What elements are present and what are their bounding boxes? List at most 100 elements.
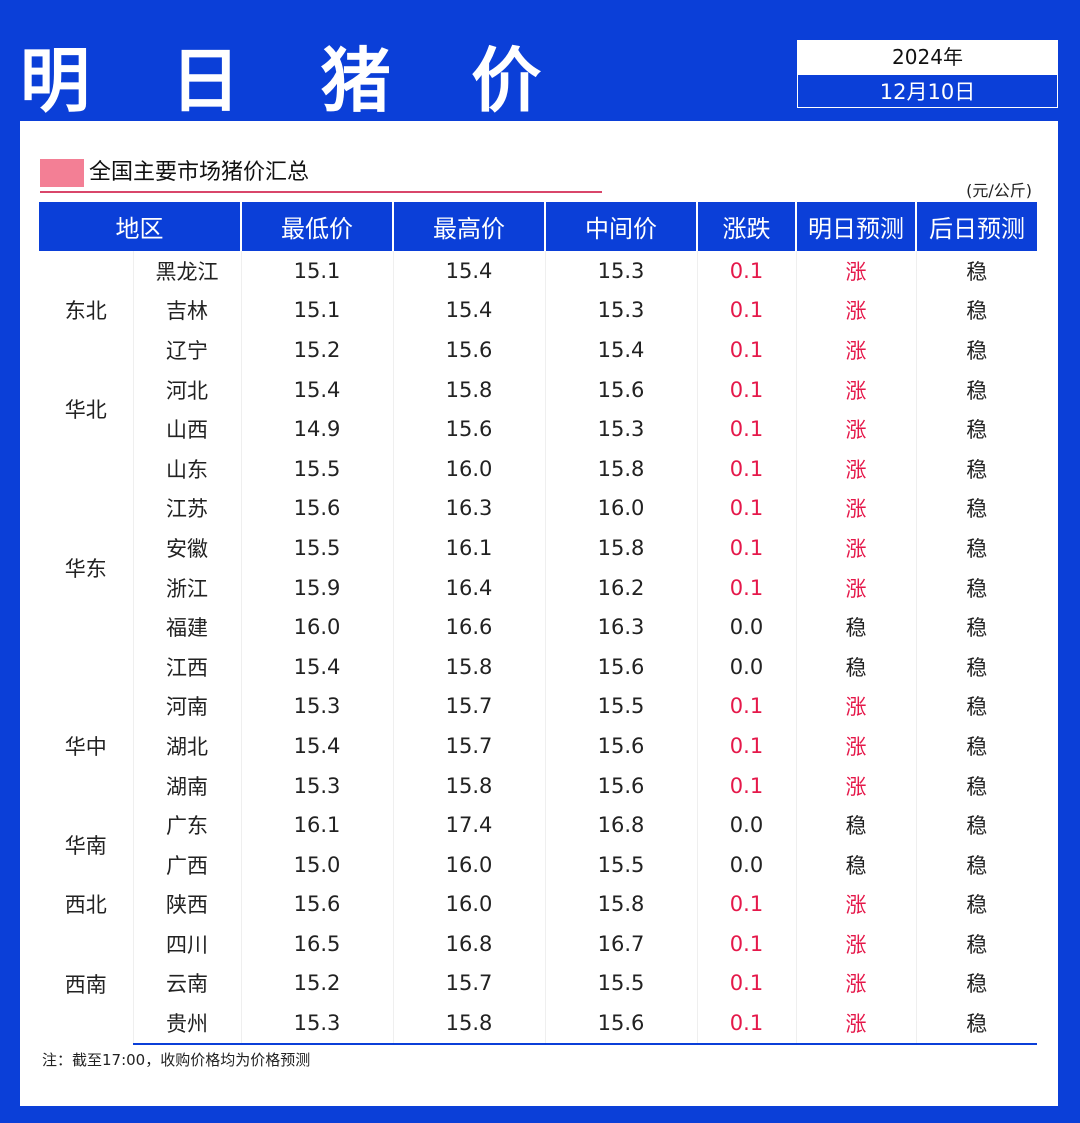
tomorrow-cell: 涨 — [796, 567, 917, 608]
change-cell: 0.1 — [697, 1003, 797, 1045]
low-cell: 15.1 — [241, 290, 394, 331]
after-cell: 稳 — [966, 338, 988, 363]
after-cell: 稳 — [966, 774, 988, 799]
after-cell: 稳 — [966, 378, 988, 403]
tomorrow-cell: 涨 — [796, 686, 917, 727]
after-cell: 稳 — [966, 932, 988, 957]
province-cell: 河南 — [133, 686, 242, 727]
table-row: 福建 16.0 16.6 16.3 0.0 稳稳 — [39, 607, 1037, 647]
tomorrow-cell: 涨 — [796, 251, 917, 291]
change-cell: 0.0 — [697, 805, 797, 845]
table-row: 华中 河南 15.3 15.7 15.5 0.1 涨稳 — [39, 686, 1037, 806]
mid-cell: 15.6 — [545, 1003, 698, 1045]
mid-cell: 15.3 — [545, 290, 698, 331]
region-cell: 西北 — [39, 884, 134, 925]
change-cell: 0.1 — [697, 567, 797, 608]
province-cell: 广东 — [133, 805, 242, 845]
mid-cell: 15.5 — [545, 686, 698, 727]
low-cell: 15.4 — [241, 369, 394, 410]
low-cell: 15.5 — [241, 448, 394, 489]
low-cell: 15.4 — [241, 726, 394, 766]
section-divider — [40, 191, 602, 193]
table-row: 西北 陕西 15.6 16.0 15.8 0.1 涨 稳 — [39, 884, 1037, 925]
high-cell: 15.7 — [393, 726, 546, 766]
tomorrow-cell: 涨 — [796, 1003, 917, 1045]
province-cell: 四川 — [133, 924, 242, 964]
section-title: 全国主要市场猪价汇总 — [89, 160, 310, 185]
table-header-row: 地区 最低价 最高价 中间价 涨跌 明日预测 后日预测 — [39, 202, 1037, 251]
change-cell: 0.1 — [697, 448, 797, 489]
province-cell: 山西 — [133, 409, 242, 449]
high-cell: 16.0 — [393, 844, 546, 885]
change-cell: 0.1 — [697, 369, 797, 410]
tomorrow-cell: 稳 — [796, 646, 917, 687]
low-cell: 15.4 — [241, 646, 394, 687]
mid-cell: 16.0 — [545, 488, 698, 529]
province-cell: 江苏 — [133, 488, 242, 529]
mid-cell: 15.5 — [545, 844, 698, 885]
after-cell: 稳 — [966, 695, 988, 720]
mid-cell: 15.6 — [545, 646, 698, 687]
table-row: 湖南 15.3 15.8 15.6 0.1 涨 稳 — [39, 765, 1037, 806]
column-header-low: 最低价 — [241, 202, 394, 251]
high-cell: 16.0 — [393, 884, 546, 925]
low-cell: 15.9 — [241, 567, 394, 608]
region-cell: 华中 — [39, 686, 134, 806]
tomorrow-cell: 涨 — [796, 726, 917, 766]
after-cell: 稳 — [966, 814, 988, 839]
high-cell: 16.8 — [393, 924, 546, 964]
table-row: 浙江 15.9 16.4 16.2 0.1 涨 稳 — [39, 567, 1037, 608]
low-cell: 14.9 — [241, 409, 394, 449]
change-cell: 0.1 — [697, 251, 797, 291]
table-body: 东北 黑龙江 15.1 15.4 15.3 0.1 涨稳吉林 15.1 15.4 15.3 0.1 涨… — [39, 251, 1037, 1045]
province-cell: 江西 — [133, 646, 242, 687]
high-cell: 15.7 — [393, 963, 546, 1004]
region-cell: 华东 — [39, 448, 134, 687]
low-cell: 15.2 — [241, 963, 394, 1004]
tomorrow-cell: 涨 — [796, 290, 917, 331]
table-row: 东北 黑龙江 15.1 15.4 15.3 0.1 涨稳 — [39, 251, 1037, 370]
unit-label: (元/公斤) — [966, 181, 1032, 200]
province-cell: 吉林 — [133, 290, 242, 331]
province-cell: 黑龙江 — [133, 251, 242, 291]
province-cell: 河北 — [133, 369, 242, 410]
mid-cell: 15.5 — [545, 963, 698, 1004]
mid-cell: 15.8 — [545, 884, 698, 925]
high-cell: 15.8 — [393, 369, 546, 410]
low-cell: 16.0 — [241, 607, 394, 647]
tomorrow-cell: 涨 — [796, 330, 917, 370]
column-header-mid: 中间价 — [545, 202, 698, 251]
tomorrow-cell: 涨 — [796, 409, 917, 449]
change-cell: 0.1 — [697, 726, 797, 766]
tomorrow-cell: 涨 — [796, 884, 917, 925]
after-cell: 稳 — [966, 734, 988, 759]
province-cell: 安徽 — [133, 528, 242, 568]
low-cell: 15.1 — [241, 251, 394, 291]
column-header-tomorrow: 明日预测 — [796, 202, 917, 251]
price-table: 地区 最低价 最高价 中间价 涨跌 明日预测 后日预测 东北 黑龙江 15.1 15.4 15.3 0… — [39, 202, 1037, 1045]
mid-cell: 15.3 — [545, 251, 698, 291]
province-cell: 福建 — [133, 607, 242, 647]
region-cell: 东北 — [39, 251, 134, 370]
tomorrow-cell: 稳 — [796, 607, 917, 647]
table-row: 华北 河北 15.4 15.8 15.6 0.1 涨 稳 — [39, 369, 1037, 449]
column-header-change: 涨跌 — [697, 202, 797, 251]
content-panel: 全国主要市场猪价汇总 (元/公斤) 地区 最低价 最高价 中间价 涨跌 明日预测 后日预测 … — [20, 121, 1058, 1106]
high-cell: 15.4 — [393, 290, 546, 331]
region-cell: 华北 — [39, 369, 134, 449]
column-header-after: 后日预测 — [916, 202, 1037, 251]
province-cell: 山东 — [133, 448, 242, 489]
after-cell: 稳 — [966, 299, 988, 324]
mid-cell: 15.3 — [545, 409, 698, 449]
high-cell: 15.6 — [393, 409, 546, 449]
low-cell: 15.2 — [241, 330, 394, 370]
province-cell: 云南 — [133, 963, 242, 1004]
change-cell: 0.0 — [697, 646, 797, 687]
after-cell: 稳 — [966, 576, 988, 601]
province-cell: 辽宁 — [133, 330, 242, 370]
after-cell: 稳 — [966, 457, 988, 482]
tomorrow-cell: 涨 — [796, 369, 917, 410]
high-cell: 15.8 — [393, 1003, 546, 1045]
province-cell: 湖北 — [133, 726, 242, 766]
province-cell: 浙江 — [133, 567, 242, 608]
